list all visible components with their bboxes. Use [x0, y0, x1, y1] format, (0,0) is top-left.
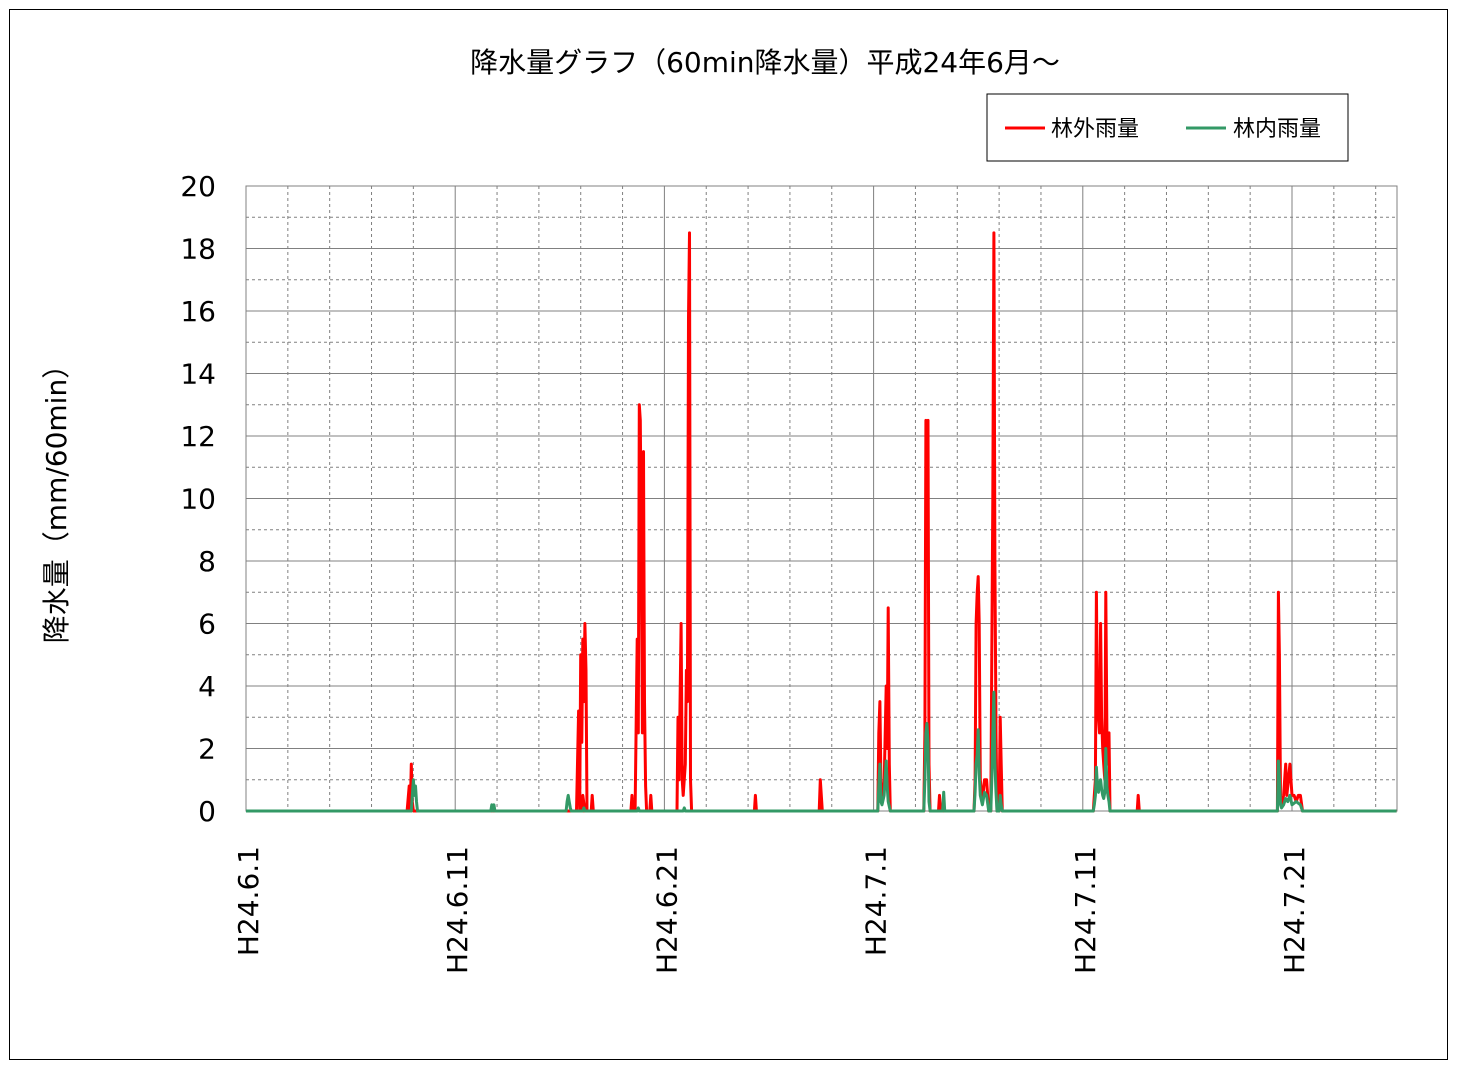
y-tick-labels: 0 2 4 6 8 10 12 14 16 18 20	[180, 170, 216, 828]
y-tick-label: 6	[198, 608, 216, 641]
y-tick-label: 2	[198, 733, 216, 766]
series-line-1	[246, 690, 1397, 813]
x-tick-label: H24.6.21	[650, 846, 683, 974]
x-tick-label: H24.6.1	[232, 846, 265, 956]
chart-title: 降水量グラフ（60min降水量）平成24年6月～	[470, 46, 1060, 79]
x-tick-label: H24.7.21	[1278, 846, 1311, 974]
gridlines	[245, 185, 1398, 812]
y-tick-label: 18	[180, 233, 216, 266]
y-tick-label: 4	[198, 670, 216, 703]
legend: 林外雨量 林内雨量	[986, 93, 1349, 162]
x-tick-label: H24.7.11	[1069, 846, 1102, 974]
x-tick-label: H24.7.1	[860, 846, 893, 956]
legend-label-inside: 林内雨量	[1233, 117, 1321, 142]
y-tick-label: 16	[180, 295, 216, 328]
series-line-0	[246, 231, 1397, 813]
x-tick-labels: H24.6.1 H24.6.11 H24.6.21 H24.7.1 H24.7.11 H2…	[232, 846, 1311, 974]
y-tick-label: 8	[198, 545, 216, 578]
y-tick-label: 14	[180, 358, 216, 391]
y-tick-label: 12	[180, 420, 216, 453]
x-tick-label: H24.6.11	[441, 846, 474, 974]
y-tick-label: 10	[180, 483, 216, 516]
legend-label-outside: 林外雨量	[1051, 117, 1139, 142]
series-group	[246, 231, 1397, 813]
y-tick-label: 0	[198, 795, 216, 828]
y-axis-label: 降水量（mm/60min）	[40, 351, 73, 643]
legend-box	[986, 93, 1349, 162]
y-tick-label: 20	[180, 170, 216, 203]
